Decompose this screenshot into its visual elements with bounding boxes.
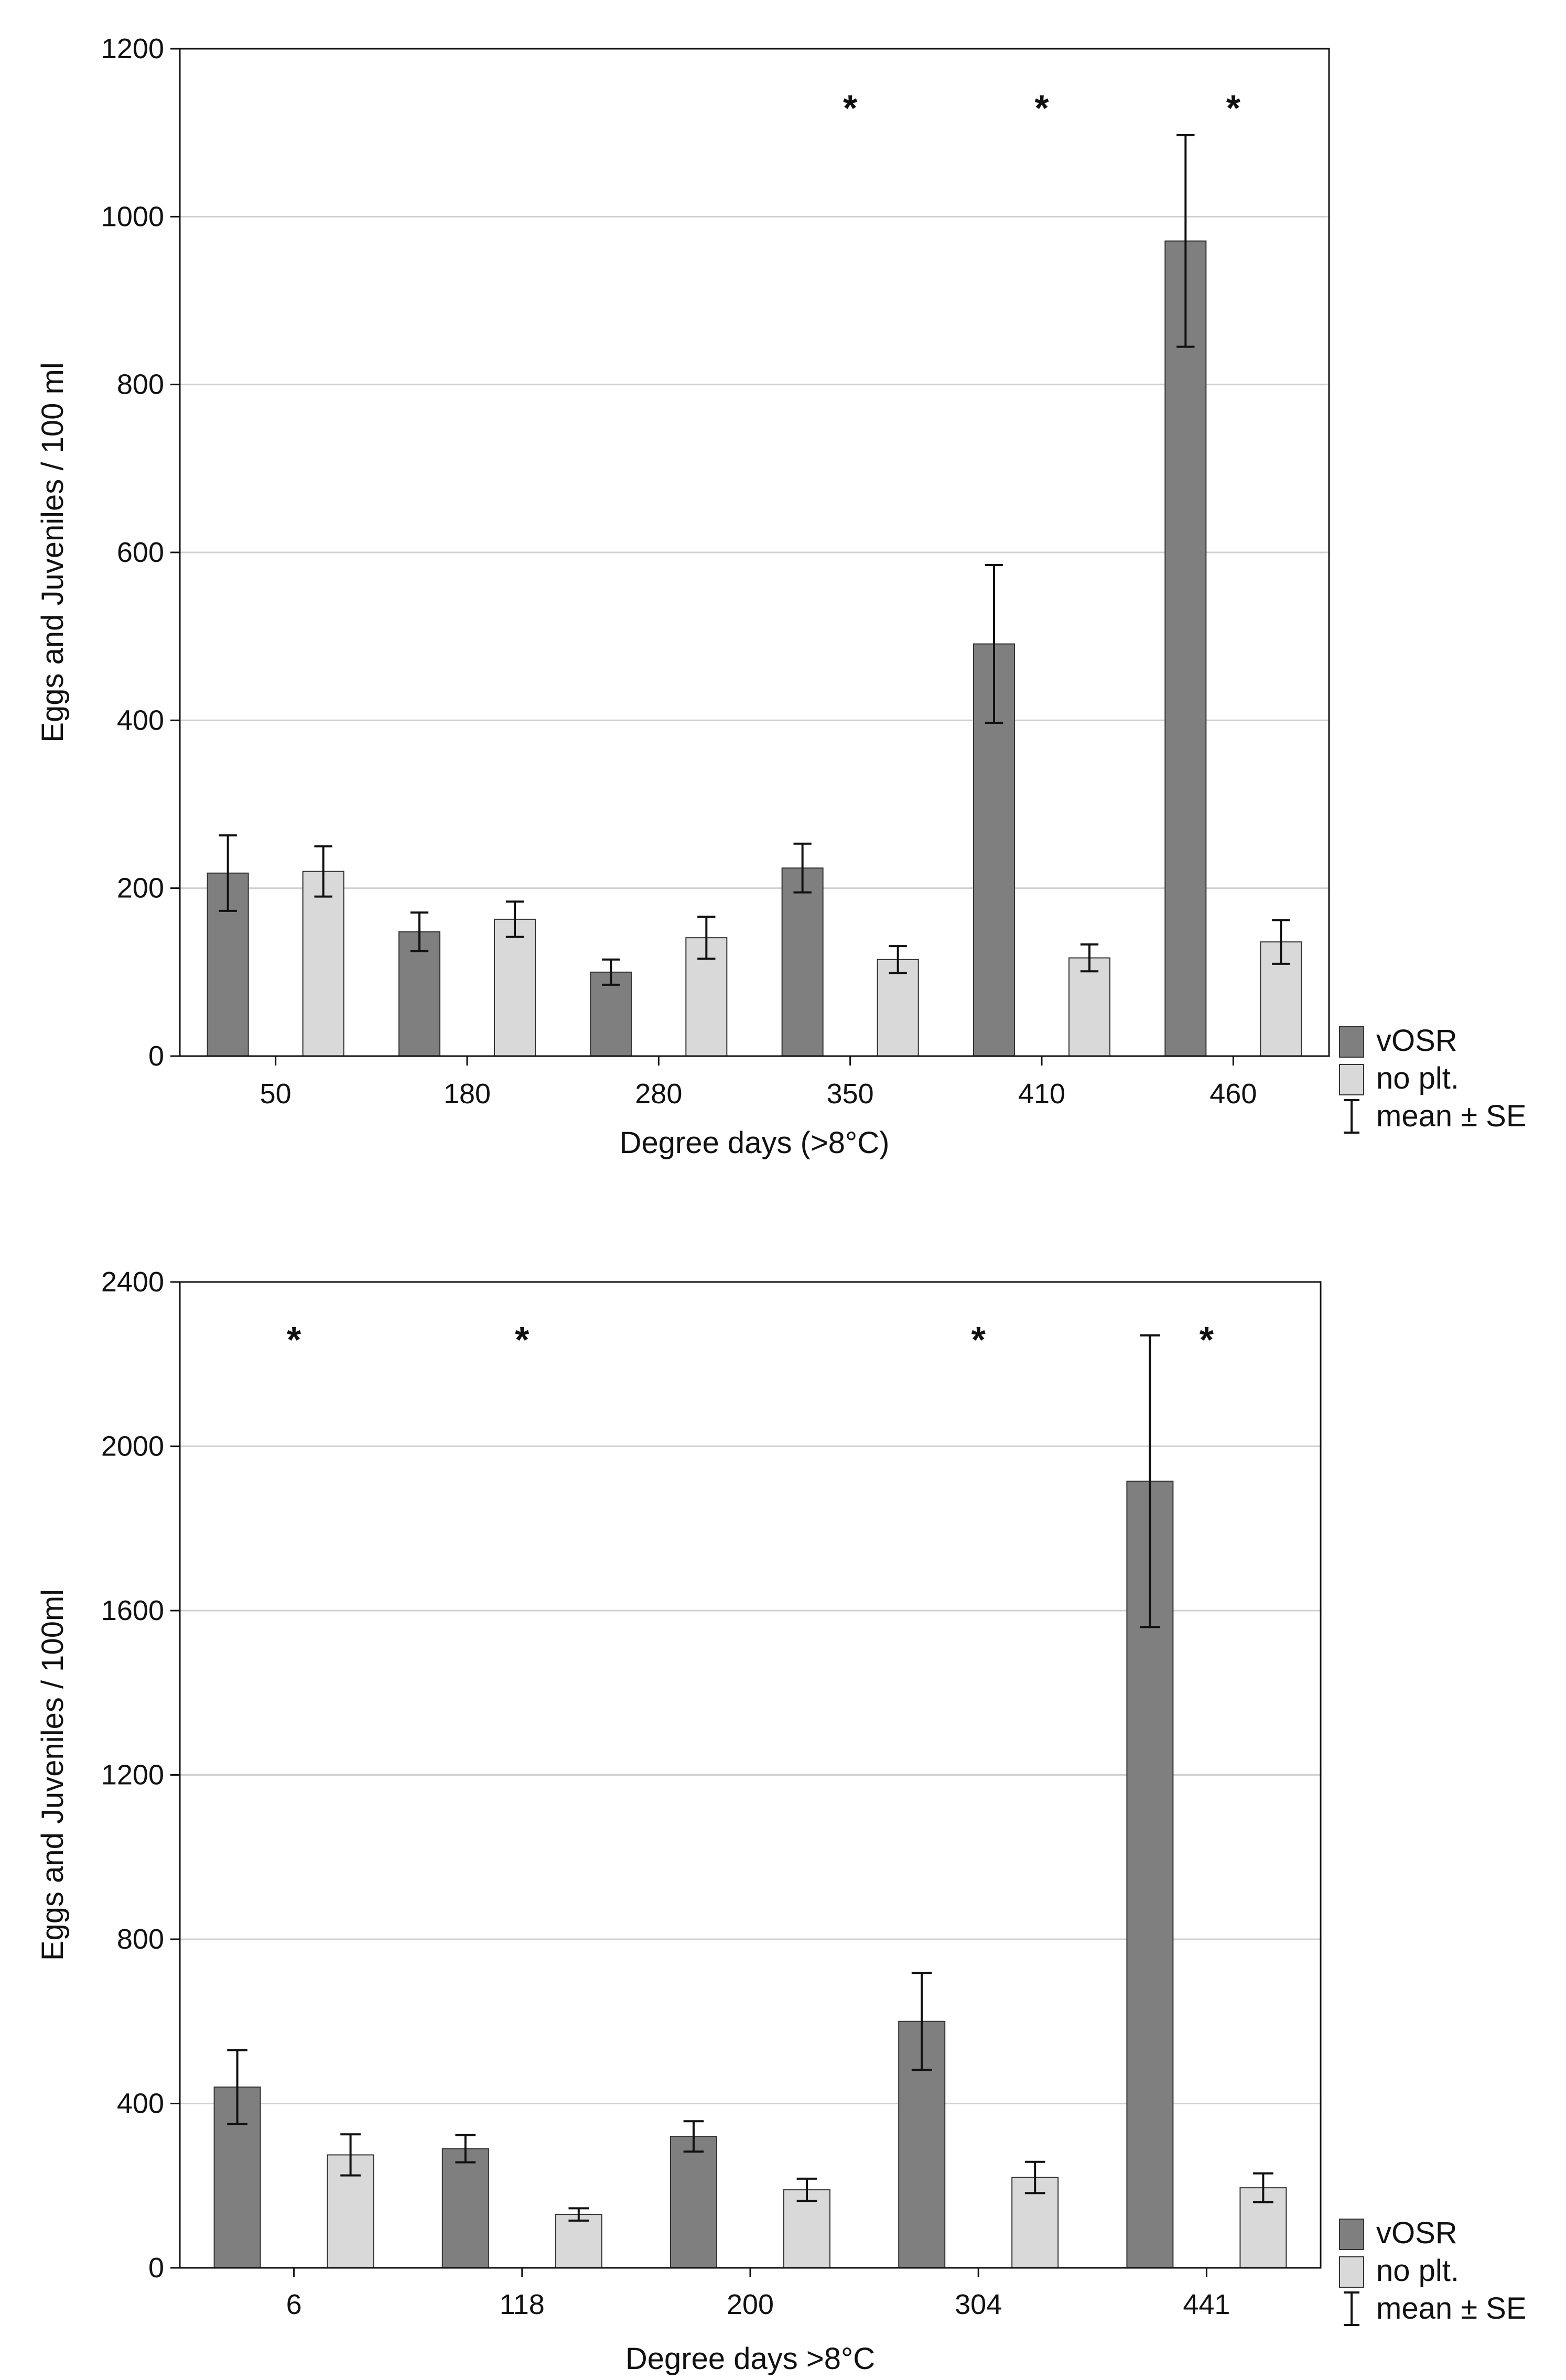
chart-panel-1: 50 180 280 * 350 * 410 * 460 0 200 400 600 800 1000 120… (36, 33, 1527, 1160)
bar-no-plt (877, 959, 919, 1057)
x-tick-label: 350 (827, 1078, 874, 1110)
legend-error-label: mean ± SE (1376, 1099, 1527, 1133)
y-tick-label: 2400 (101, 1266, 164, 1298)
x-tick-label: 410 (1018, 1078, 1065, 1110)
legend-label: no plt. (1376, 2254, 1459, 2288)
x-tick-label: 460 (1209, 1078, 1257, 1110)
legend-swatch-no-plt (1339, 1064, 1364, 1095)
y-tick-label: 1000 (101, 201, 164, 232)
x-axis-label: Degree days (>8°C) (620, 1126, 890, 1160)
bar-vosr (1164, 240, 1207, 1057)
bar-no-plt (302, 871, 344, 1057)
legend-label: no plt. (1376, 1061, 1459, 1095)
legend-swatch-vosr (1339, 1026, 1364, 1058)
y-tick-label: 0 (148, 2252, 164, 2284)
y-tick-label: 800 (117, 369, 164, 400)
significance-star: * (1226, 88, 1241, 128)
y-tick-label: 1200 (101, 33, 164, 64)
x-tick-label: 200 (727, 2289, 774, 2320)
y-tick-label: 800 (117, 1923, 164, 1955)
bar-vosr (441, 2148, 489, 2268)
y-axis-label: Eggs and Juveniles / 100ml (36, 1589, 70, 1961)
x-tick-label: 304 (955, 2289, 1002, 2320)
x-tick-label: 118 (500, 2289, 545, 2320)
bar-vosr (590, 971, 632, 1057)
bar-no-plt (555, 2214, 602, 2268)
legend-label: vOSR (1376, 2216, 1457, 2250)
bar-vosr (781, 867, 824, 1057)
plot-frame (179, 1281, 1322, 2269)
bar-no-plt (1239, 2187, 1287, 2269)
bar-no-plt (494, 918, 536, 1057)
y-tick-label: 200 (117, 873, 164, 904)
bar-no-plt (1068, 957, 1110, 1057)
legend-label: vOSR (1376, 1024, 1457, 1058)
x-tick-label: 180 (444, 1078, 491, 1110)
y-axis-label: Eggs and Juveniles / 100 ml (36, 362, 70, 742)
significance-star: * (1034, 88, 1049, 128)
y-tick-label: 2000 (101, 1431, 164, 1462)
y-tick-label: 0 (148, 1040, 164, 1072)
y-tick-label: 400 (117, 2088, 164, 2120)
legend-error-label: mean ± SE (1376, 2291, 1527, 2325)
significance-star: * (287, 1319, 301, 1360)
chart-panel-2: * 6 * 118 200 * 304 * 441 0 400 800 1200 1600 2000 2400… (36, 1266, 1527, 2376)
x-tick-label: 6 (286, 2289, 302, 2320)
x-tick-label: 280 (635, 1078, 682, 1110)
legend-swatch-vosr (1339, 2219, 1364, 2250)
significance-star: * (1200, 1319, 1214, 1360)
significance-star: * (515, 1319, 530, 1360)
y-tick-label: 400 (117, 704, 164, 736)
x-tick-label: 50 (260, 1078, 291, 1110)
significance-star: * (843, 88, 858, 128)
y-tick-label: 1200 (101, 1759, 164, 1791)
plot-frame (179, 48, 1330, 1057)
y-tick-label: 600 (117, 537, 164, 568)
legend-swatch-no-plt (1339, 2256, 1364, 2288)
y-tick-label: 1600 (101, 1595, 164, 1626)
bar-vosr (670, 2136, 717, 2268)
x-axis-label: Degree days >8°C (625, 2342, 875, 2376)
significance-star: * (971, 1319, 986, 1360)
x-tick-label: 441 (1183, 2289, 1230, 2320)
legend: vOSR no plt.mean ± SE (1339, 2216, 1527, 2326)
